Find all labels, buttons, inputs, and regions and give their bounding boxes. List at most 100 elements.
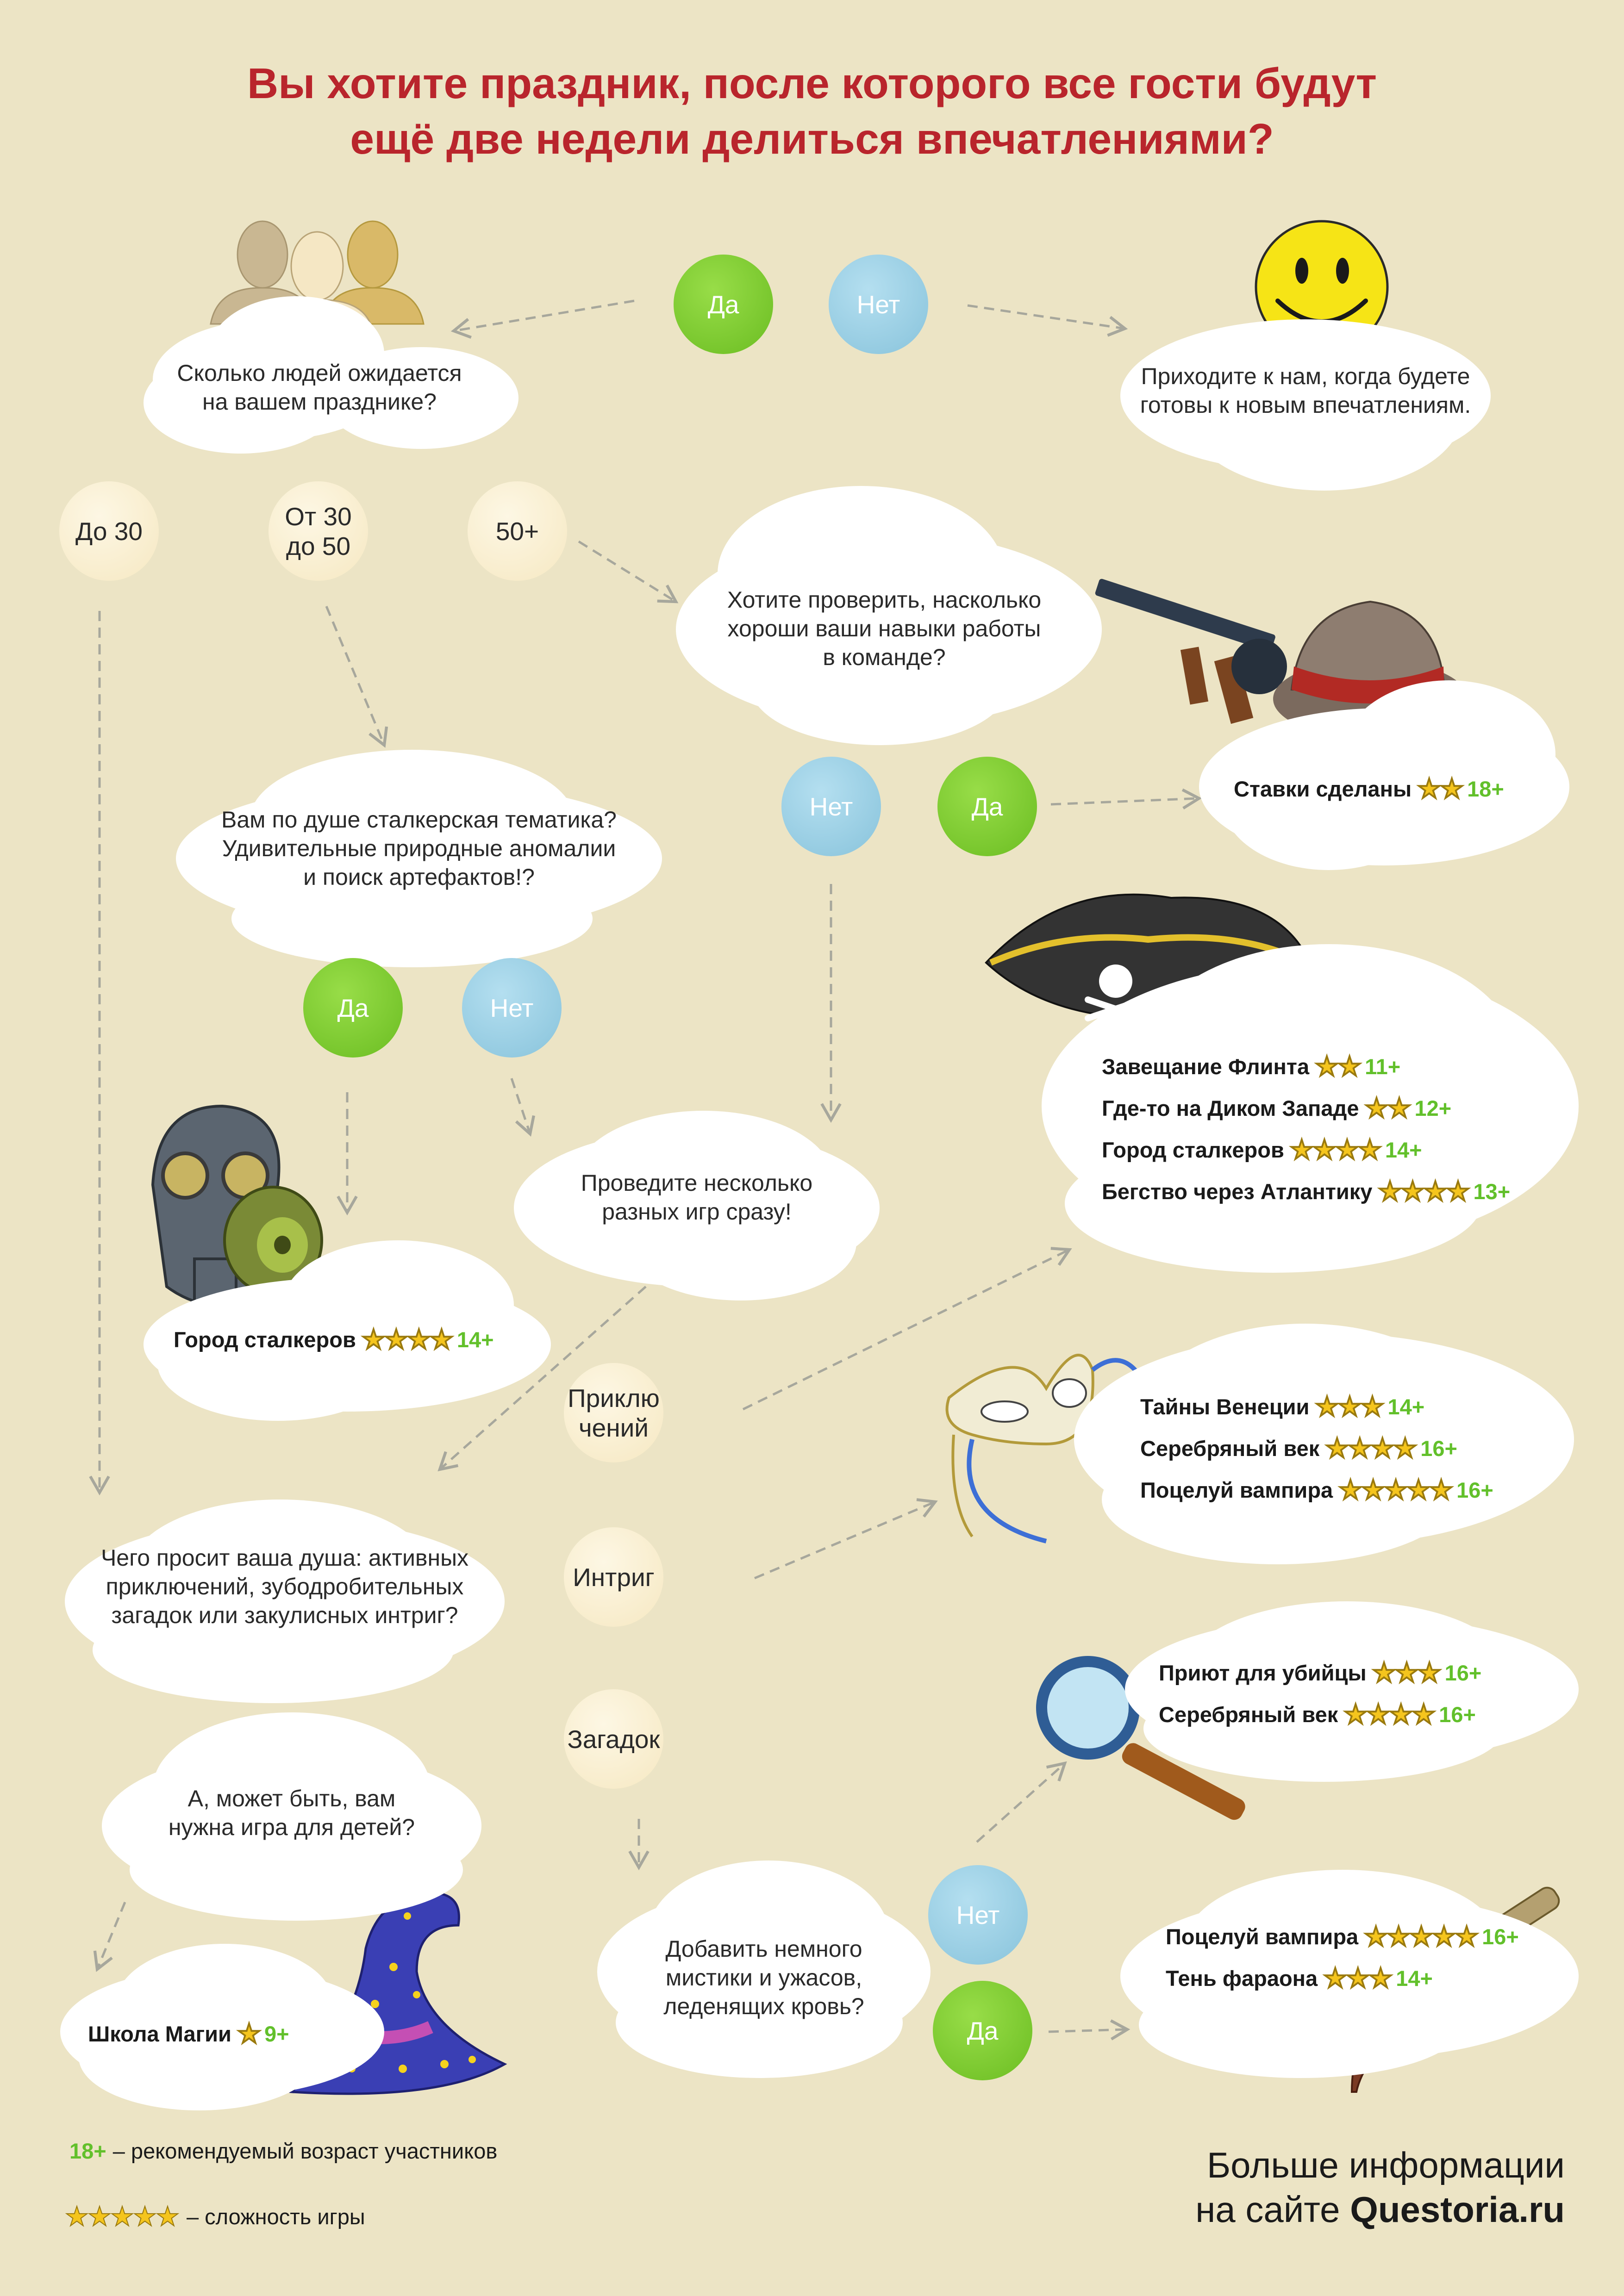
team-no-button[interactable]: Нет	[781, 757, 881, 856]
arrow-horror-no-to-riddles	[976, 1761, 1067, 1843]
option-30-to-50-line2: до 50	[286, 531, 351, 560]
genre-adventure[interactable]: Приклю чений	[564, 1363, 663, 1462]
legend-stars-sample: ★★★★★	[64, 2201, 180, 2232]
arrow-many-to-soul	[437, 1286, 647, 1472]
horror-question-line3: леденящих кровь?	[663, 1993, 864, 2019]
people-question-line1: Сколько людей ожидается	[177, 360, 462, 386]
many-games-line2: разных игр сразу!	[602, 1199, 792, 1225]
arrow-adv-to-big	[742, 1247, 1072, 1411]
game-bets[interactable]: Ставки сделаны ★★ 18+	[1234, 773, 1504, 804]
age-rating: 13+	[1473, 1179, 1511, 1204]
start-no-button[interactable]: Нет	[829, 255, 928, 354]
difficulty-stars: ★★	[1417, 773, 1464, 804]
game-vampire-kiss[interactable]: Поцелуй вампира ★★★★★ 16+	[1140, 1474, 1493, 1506]
page-title-line1: Вы хотите праздник, после которого все г…	[247, 59, 1377, 107]
age-rating: 12+	[1414, 1095, 1452, 1120]
come-later-line2: готовы к новым впечатлениям.	[1140, 392, 1471, 418]
game-stalker-city-single[interactable]: Город сталкеров ★★★★ 14+	[174, 1324, 494, 1355]
game-silver-age-riddle[interactable]: Серебряный век ★★★★ 16+	[1159, 1699, 1476, 1730]
start-yes-button[interactable]: Да	[674, 255, 773, 354]
genre-intrigue[interactable]: Интриг	[564, 1527, 663, 1627]
come-later-line1: Приходите к нам, когда будете	[1141, 363, 1470, 389]
tommy-gun-icon	[1095, 579, 1287, 724]
genre-adventure-line2: чений	[578, 1413, 649, 1442]
genre-adventure-line1: Приклю	[568, 1383, 660, 1412]
footer-line2: на сайте Questoria.ru	[1195, 2187, 1565, 2232]
game-venice[interactable]: Тайны Венеции ★★★ 14+	[1140, 1391, 1424, 1422]
game-killer-shelter[interactable]: Приют для убийцы ★★★ 16+	[1159, 1657, 1481, 1688]
arrow-yes-to-people	[450, 299, 635, 339]
game-wild-west[interactable]: Где-то на Диком Западе ★★ 12+	[1102, 1092, 1451, 1124]
horror-question-line1: Добавить немного	[665, 1936, 862, 1962]
footer-line1: Больше информации	[1206, 2145, 1565, 2185]
difficulty-stars: ★★★★	[1324, 1433, 1418, 1464]
kids-question-line1: А, может быть, вам	[187, 1786, 396, 1811]
game-name: Серебряный век	[1159, 1702, 1338, 1727]
arrow-team-yes-to-bets	[1050, 788, 1202, 810]
game-flint[interactable]: Завещание Флинта ★★ 11+	[1102, 1051, 1400, 1082]
arrow-horror-yes-to-list	[1048, 2019, 1131, 2041]
game-name: Завещание Флинта	[1102, 1054, 1310, 1079]
page-title-line2: ещё две недели делиться впечатлениями?	[350, 115, 1274, 163]
horror-yes-button[interactable]: Да	[933, 1981, 1032, 2080]
site-link[interactable]: Questoria.ru	[1350, 2189, 1565, 2230]
age-rating: 18+	[1467, 776, 1504, 801]
arrow-intrigue-to-list	[754, 1498, 938, 1580]
gas-mask-icon	[151, 1104, 323, 1311]
game-name: Город сталкеров	[1102, 1137, 1284, 1162]
game-name: Ставки сделаны	[1234, 776, 1412, 801]
arrow-over50-to-team	[578, 540, 679, 604]
arrow-kids-to-magic	[93, 1902, 126, 1972]
stalker-question-line1: Вам по душе сталкерская тематика?	[221, 807, 617, 833]
age-rating: 16+	[1420, 1436, 1457, 1461]
many-games-line1: Проведите несколько	[581, 1170, 813, 1196]
venetian-mask-icon	[945, 1354, 1178, 1543]
game-name: Тень фараона	[1166, 1966, 1318, 1991]
difficulty-stars: ★★★	[1372, 1657, 1442, 1688]
age-rating: 16+	[1482, 1924, 1519, 1949]
option-under30[interactable]: До 30	[59, 481, 159, 581]
option-30-to-50-line1: От 30	[285, 502, 352, 531]
option-30-to-50[interactable]: От 30 до 50	[269, 481, 368, 581]
option-over50[interactable]: 50+	[468, 481, 567, 581]
difficulty-stars: ★★★★★	[1338, 1475, 1454, 1506]
difficulty-stars: ★★	[1314, 1051, 1362, 1082]
difficulty-stars: ★★★★	[1343, 1699, 1436, 1730]
game-atlantic[interactable]: Бегство через Атлантику ★★★★ 13+	[1102, 1176, 1510, 1207]
game-pharaoh-shadow[interactable]: Тень фараона ★★★ 14+	[1166, 1962, 1433, 1994]
soul-question-line2: приключений, зубодробительных	[106, 1574, 464, 1599]
game-name: Школа Магии	[88, 2021, 231, 2046]
team-yes-button[interactable]: Да	[937, 757, 1037, 856]
game-name: Бегство через Атлантику	[1102, 1179, 1373, 1204]
footer-prefix: на сайте	[1195, 2189, 1350, 2230]
age-rating: 14+	[456, 1327, 494, 1352]
difficulty-stars: ★★★	[1314, 1391, 1385, 1422]
horror-no-button[interactable]: Нет	[928, 1865, 1028, 1965]
game-magic-school[interactable]: Школа Магии ★ 9+	[88, 2018, 289, 2049]
age-rating: 14+	[1385, 1137, 1422, 1162]
kids-question-line2: нужна игра для детей?	[168, 1814, 415, 1840]
game-silver-age[interactable]: Серебряный век ★★★★ 16+	[1140, 1432, 1457, 1464]
legend-age: 18+ – рекомендуемый возраст участников	[69, 2138, 497, 2164]
team-question-line2: хороши ваши навыки работы	[727, 616, 1041, 641]
arrow-no-to-later	[967, 304, 1128, 337]
stalker-no-button[interactable]: Нет	[462, 958, 562, 1058]
stalker-yes-button[interactable]: Да	[303, 958, 403, 1058]
age-rating: 14+	[1387, 1394, 1425, 1419]
age-rating: 16+	[1444, 1660, 1482, 1685]
soul-question-line3: загадок или закулисных интриг?	[111, 1602, 458, 1628]
people-question-line2: на вашем празднике?	[202, 389, 437, 415]
game-name: Поцелуй вампира	[1140, 1477, 1333, 1502]
legend-age-sample: 18+	[69, 2139, 106, 2163]
game-name: Поцелуй вампира	[1166, 1924, 1359, 1949]
genre-riddles[interactable]: Загадок	[564, 1689, 663, 1789]
difficulty-stars: ★★	[1364, 1093, 1412, 1124]
footer-info: Больше информации на сайте Questoria.ru	[1195, 2143, 1565, 2232]
difficulty-stars: ★	[237, 2018, 262, 2049]
game-name: Где-то на Диком Западе	[1102, 1095, 1359, 1120]
game-name: Город сталкеров	[174, 1327, 356, 1352]
game-name: Тайны Венеции	[1140, 1394, 1310, 1419]
game-stalker-city[interactable]: Город сталкеров ★★★★ 14+	[1102, 1134, 1422, 1165]
team-question-line1: Хотите проверить, насколько	[727, 587, 1042, 613]
game-vampire-kiss-horror[interactable]: Поцелуй вампира ★★★★★ 16+	[1166, 1921, 1519, 1952]
